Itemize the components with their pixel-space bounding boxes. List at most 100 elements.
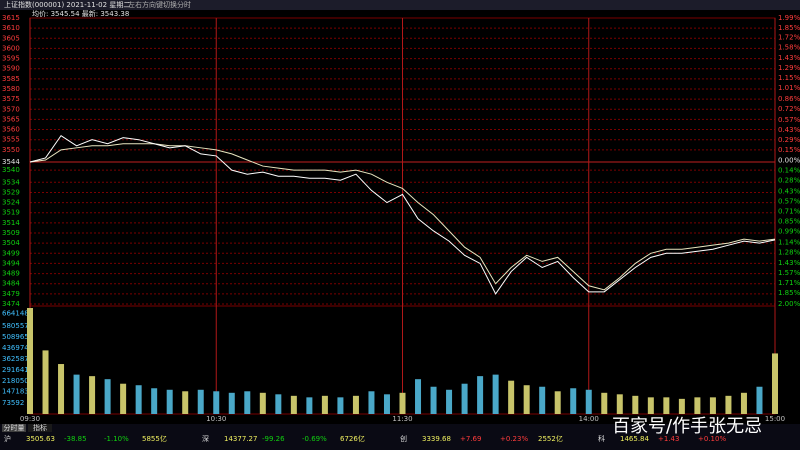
y2-tick-label: 1.99% — [778, 14, 800, 22]
y2-tick-label: 0.43% — [778, 187, 800, 195]
y-tick-label: 3585 — [2, 75, 20, 83]
volume-bar — [492, 374, 499, 414]
y-tick-label: 3494 — [2, 259, 20, 267]
volume-bar — [477, 376, 484, 414]
title-bar — [0, 0, 800, 10]
volume-bar — [694, 397, 701, 414]
y2-tick-label: 0.86% — [778, 95, 800, 103]
volume-bar — [166, 389, 173, 414]
y2-tick-label: 0.29% — [778, 136, 800, 144]
y-tick-label: 3489 — [2, 270, 20, 278]
status-price: 1465.84 — [620, 435, 649, 443]
y-tick-label: 3610 — [2, 24, 20, 32]
y-tick-label: 3540 — [2, 166, 20, 174]
volume-bar — [508, 380, 515, 414]
watermark: 百家号/作手张无忌 — [612, 416, 762, 437]
volume-bar — [306, 397, 313, 414]
status-amount: 6726亿 — [340, 434, 365, 443]
volume-bar — [27, 308, 33, 414]
volume-bar — [709, 397, 716, 414]
y2-tick-label: 1.43% — [778, 54, 800, 62]
y2-tick-label: 1.15% — [778, 74, 800, 82]
tab[interactable] — [2, 424, 26, 432]
volume-bar — [42, 350, 49, 414]
x-tick-label: 15:00 — [765, 415, 785, 423]
volume-bar — [321, 395, 328, 414]
y-tick-label: 3565 — [2, 115, 20, 123]
volume-bar — [89, 376, 96, 414]
x-tick-label: 09:30 — [20, 415, 40, 423]
y2-tick-label: 1.28% — [778, 248, 800, 256]
volume-bar — [182, 391, 189, 414]
y2-tick-label: 1.85% — [778, 289, 800, 297]
y2-tick-label: 1.72% — [778, 33, 800, 41]
volume-bar — [104, 379, 111, 414]
volume-bar — [352, 395, 359, 414]
volume-tick-label: 664148 — [2, 309, 29, 317]
y-tick-label: 3514 — [2, 219, 20, 227]
y2-tick-label: 0.15% — [778, 146, 800, 154]
status-amount: 5855亿 — [142, 434, 167, 443]
volume-tick-label: 362587 — [2, 355, 29, 363]
price-line — [29, 134, 776, 295]
volume-bar — [446, 389, 453, 414]
y-tick-label: 3580 — [2, 85, 20, 93]
y-tick-label: 3509 — [2, 229, 20, 237]
status-change: +7.69 — [460, 435, 481, 443]
y-tick-label: 3519 — [2, 209, 20, 217]
tab[interactable] — [28, 424, 52, 432]
status-market: 沪 — [4, 434, 11, 443]
status-market: 深 — [202, 434, 209, 443]
volume-bar — [383, 394, 390, 414]
status-pct: +0.23% — [500, 435, 528, 443]
volume-bar — [213, 391, 220, 414]
volume-bar — [275, 394, 282, 414]
volume-tick-label: 508965 — [2, 333, 29, 341]
y-tick-label: 3550 — [2, 146, 20, 154]
tab-label[interactable]: 指标 — [33, 423, 47, 432]
x-tick-label: 14:00 — [579, 415, 599, 423]
y-tick-label: 3544 — [2, 158, 20, 166]
y-tick-label: 3570 — [2, 105, 20, 113]
y2-tick-label: 1.85% — [778, 24, 800, 32]
y-tick-label: 3605 — [2, 34, 20, 42]
volume-bar — [678, 398, 685, 414]
y-tick-label: 3590 — [2, 65, 20, 73]
y-tick-label: 3534 — [2, 178, 20, 186]
x-tick-label: 11:30 — [392, 415, 412, 423]
y2-tick-label: 1.58% — [778, 43, 800, 51]
y2-tick-label: 0.43% — [778, 126, 800, 134]
volume-bar — [539, 386, 546, 414]
y-tick-label: 3615 — [2, 14, 20, 22]
volume-bar — [58, 364, 65, 414]
y-tick-label: 3484 — [2, 280, 20, 288]
volume-bar — [120, 383, 127, 414]
y2-tick-label: 0.57% — [778, 197, 800, 205]
y2-tick-label: 0.00% — [778, 157, 800, 165]
tab-label[interactable]: 分时量 — [4, 423, 25, 432]
volume-tick-label: 218050 — [2, 377, 29, 385]
volume-tick-label: 436974 — [2, 344, 29, 352]
volume-tick-label: 291641 — [2, 366, 29, 374]
y2-tick-label: 0.72% — [778, 105, 800, 113]
volume-bar — [616, 394, 623, 414]
status-pct: +0.10% — [698, 435, 726, 443]
y-tick-label: 3499 — [2, 249, 20, 257]
volume-bar — [228, 392, 235, 414]
y2-tick-label: 1.43% — [778, 259, 800, 267]
title: 上证指数(000001) 2021-11-02 星期二 — [4, 0, 130, 9]
volume-tick-label: 580557 — [2, 322, 29, 330]
volume-bar — [197, 389, 204, 414]
volume-bar — [151, 388, 158, 414]
status-price: 3505.63 — [26, 435, 55, 443]
y-tick-label: 3560 — [2, 126, 20, 134]
volume-bar — [663, 397, 670, 414]
status-pct: -1.10% — [104, 435, 129, 443]
volume-tick-label: 147183 — [2, 388, 29, 396]
volume-bar — [523, 385, 530, 414]
volume-bar — [259, 392, 266, 414]
volume-bar — [135, 385, 142, 414]
y-tick-label: 3575 — [2, 95, 20, 103]
volume-bar — [430, 386, 437, 414]
